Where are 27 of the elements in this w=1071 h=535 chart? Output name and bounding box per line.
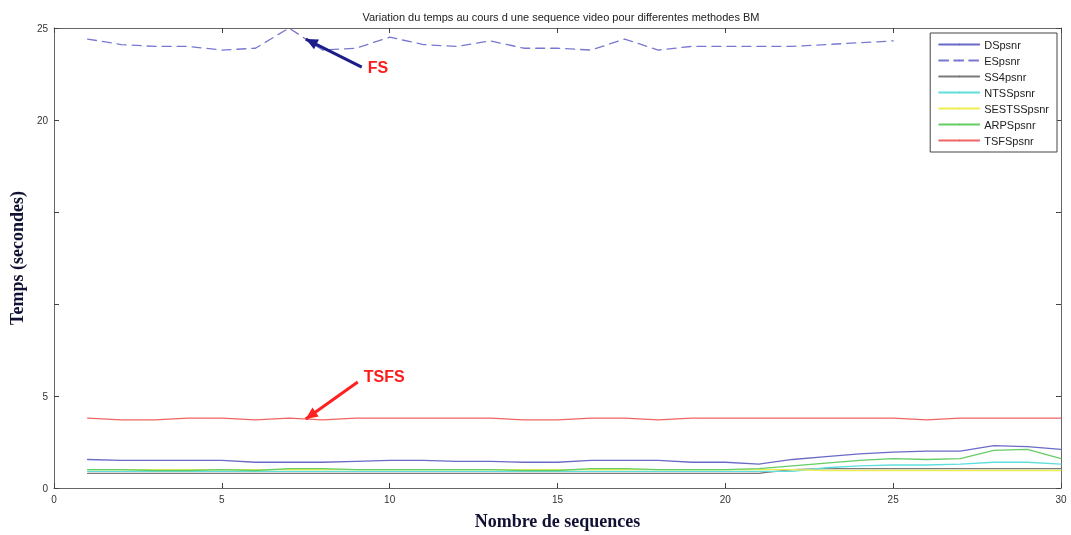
- x-tick-label: 30: [1055, 493, 1067, 505]
- line-series: [86, 461, 1062, 473]
- y-tick-label: 20: [36, 114, 49, 126]
- legend-label: NTSSpsnr: [984, 86, 1036, 99]
- y-tick-label: 5: [42, 390, 49, 402]
- legend-label: SS4psnr: [984, 70, 1027, 83]
- y-axis-title: Temps (secondes): [7, 191, 28, 325]
- legend-label: DSpsnr: [984, 38, 1022, 51]
- legend-label: TSFSpsnr: [984, 134, 1035, 147]
- line-series: [86, 448, 1062, 472]
- legend-label: SESTSSpsnr: [984, 102, 1050, 115]
- y-tick-label: 25: [36, 22, 49, 34]
- x-tick-label: 20: [719, 493, 732, 505]
- chart-title: Variation du temps au cours d une sequence video pour differentes methodes BM: [362, 10, 760, 23]
- x-tick-label: 15: [551, 493, 564, 505]
- line-series: [86, 27, 894, 51]
- x-axis-title: Nombre de sequences: [474, 511, 641, 531]
- annotation: TSFS: [363, 367, 405, 385]
- x-tick-label: 25: [887, 493, 900, 505]
- legend-label: ESpsnr: [984, 54, 1021, 67]
- x-tick-label: 0: [51, 493, 58, 505]
- x-tick-label: 5: [219, 493, 226, 505]
- legend-label: ARPSpsnr: [984, 118, 1036, 131]
- annotation: FS: [367, 58, 389, 76]
- x-tick-label: 10: [384, 493, 396, 505]
- y-tick-label: 0: [42, 482, 49, 494]
- line-series: [86, 445, 1062, 465]
